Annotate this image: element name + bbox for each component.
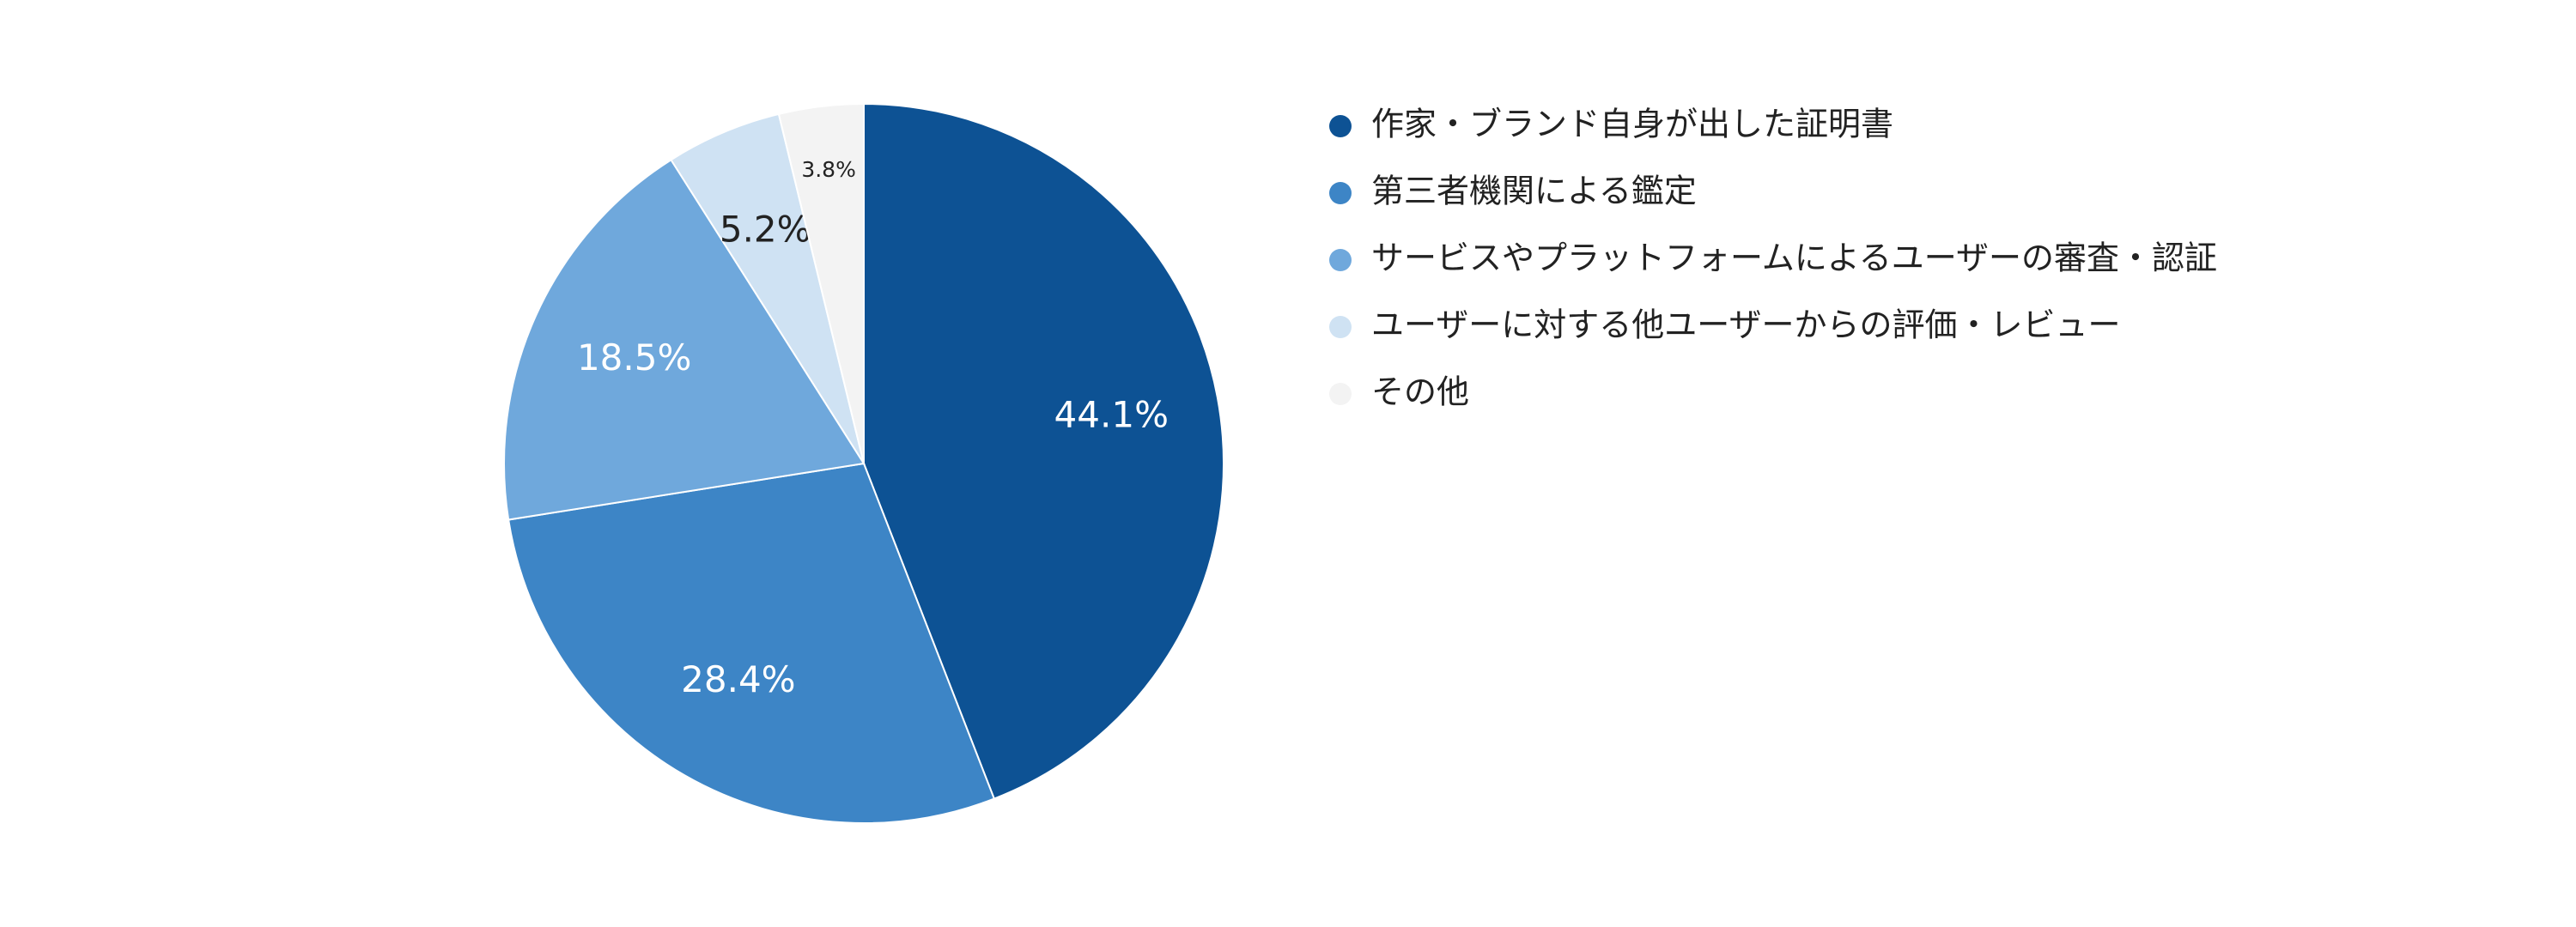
legend-marker — [1329, 115, 1352, 137]
legend-label: 作家・ブランド自身が出した証明書 — [1371, 106, 1893, 143]
pie-slice — [670, 112, 865, 464]
legend-label: サービスやプラットフォームによるユーザーの審査・認証 — [1371, 239, 2217, 277]
legend-marker — [1329, 316, 1352, 338]
legend-label: その他 — [1371, 373, 1469, 411]
data-label: 28.4% — [681, 658, 795, 700]
pie-slice — [863, 102, 1224, 800]
legend-label: ユーザーに対する他ユーザーからの評価・レビュー — [1371, 306, 2120, 344]
legend-marker — [1329, 383, 1352, 405]
data-label: 5.2% — [720, 209, 811, 251]
pie-slice — [507, 462, 996, 824]
pie-slice — [503, 158, 866, 521]
data-label: 18.5% — [577, 336, 691, 379]
data-label: 3.8% — [801, 157, 856, 182]
data-label: 44.1% — [1054, 393, 1169, 435]
legend-label: 第三者機関による鑑定 — [1371, 173, 1697, 210]
pie-slice — [777, 102, 865, 464]
legend-marker — [1329, 182, 1352, 204]
legend-marker — [1329, 249, 1352, 271]
